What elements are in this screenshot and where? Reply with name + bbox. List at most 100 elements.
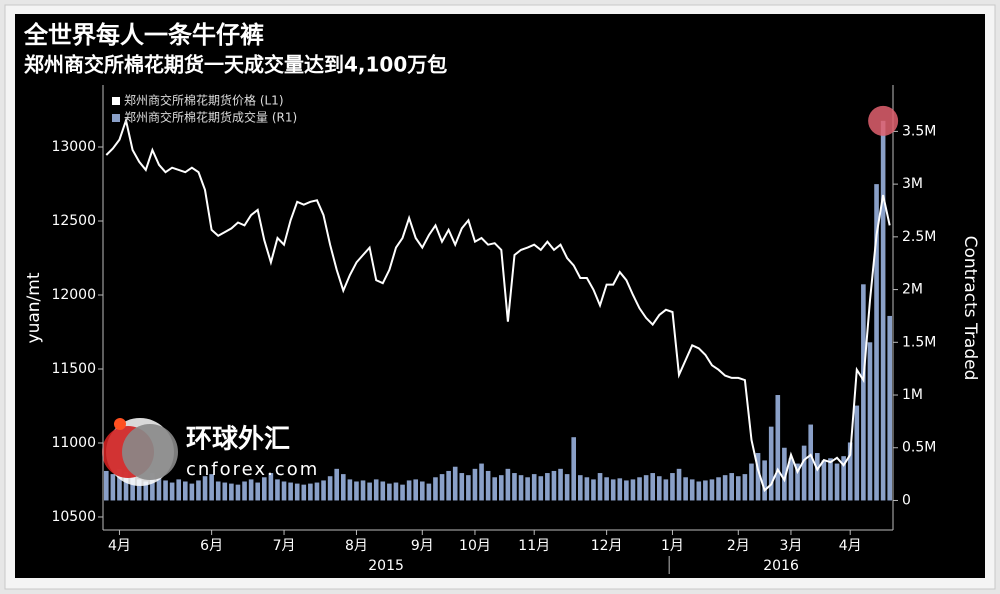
bar bbox=[222, 482, 228, 501]
bar bbox=[261, 477, 267, 501]
bar bbox=[577, 475, 583, 501]
bar bbox=[591, 479, 596, 501]
y2-tick-label: 1.5M bbox=[902, 334, 936, 350]
bar bbox=[235, 484, 241, 501]
chart-subtitle: 郑州商交所棉花期货一天成交量达到4,100万包 bbox=[24, 53, 447, 77]
bar bbox=[103, 470, 109, 501]
bar bbox=[854, 405, 860, 501]
y2-tick-label: 3.5M bbox=[902, 123, 936, 139]
bar bbox=[624, 480, 629, 501]
bar bbox=[584, 477, 590, 501]
bar bbox=[531, 474, 537, 501]
x-tick-label: 12月 bbox=[591, 538, 623, 554]
year-label: 2015 bbox=[368, 558, 404, 574]
bar bbox=[406, 480, 412, 501]
bar bbox=[762, 460, 767, 501]
bar bbox=[117, 468, 122, 501]
bar bbox=[446, 470, 451, 501]
bar bbox=[597, 473, 603, 501]
x-tick-label: 4月 bbox=[108, 538, 131, 554]
watermark: 环球外汇 cnforex.com bbox=[102, 418, 317, 486]
bar bbox=[202, 476, 208, 501]
x-tick-label: 7月 bbox=[273, 538, 296, 554]
bar bbox=[834, 463, 840, 501]
bar bbox=[847, 442, 853, 501]
price-line bbox=[105, 116, 891, 493]
y2-tick-label: 2.5M bbox=[902, 229, 936, 245]
bar bbox=[393, 482, 399, 501]
bar bbox=[512, 473, 517, 501]
legend-swatch bbox=[112, 97, 120, 105]
bar bbox=[558, 468, 563, 501]
legend-label: 郑州商交所棉花期货价格 (L1) bbox=[124, 93, 284, 108]
bar bbox=[373, 479, 379, 501]
bar bbox=[169, 482, 175, 501]
bar bbox=[281, 481, 287, 501]
y2-tick-label: 3M bbox=[902, 176, 923, 192]
bar bbox=[150, 473, 155, 501]
bar bbox=[703, 480, 708, 501]
x-tick-label: 8月 bbox=[345, 538, 368, 554]
bar bbox=[123, 472, 129, 501]
bar bbox=[196, 480, 201, 501]
bar bbox=[861, 284, 866, 501]
x-tick-label: 3月 bbox=[779, 538, 802, 554]
bar bbox=[308, 483, 313, 501]
highlight bbox=[868, 105, 899, 136]
bar bbox=[716, 477, 721, 501]
x-tick-label: 9月 bbox=[411, 538, 434, 554]
bar bbox=[808, 424, 814, 501]
bar bbox=[650, 473, 656, 501]
bar bbox=[610, 479, 616, 501]
bar bbox=[538, 476, 544, 501]
y-tick-label: 11500 bbox=[51, 361, 96, 377]
bar bbox=[413, 479, 419, 501]
bar bbox=[551, 470, 557, 501]
bar bbox=[498, 475, 504, 501]
bar bbox=[689, 479, 695, 501]
bar bbox=[419, 481, 425, 501]
bar bbox=[670, 473, 675, 501]
bar bbox=[801, 445, 807, 501]
bar bbox=[828, 458, 833, 501]
bar bbox=[663, 479, 669, 501]
y2-tick-label: 1M bbox=[902, 387, 923, 403]
bar bbox=[340, 474, 346, 501]
bar bbox=[136, 479, 142, 501]
bar bbox=[564, 474, 570, 501]
bar bbox=[683, 477, 688, 501]
bar bbox=[255, 482, 261, 501]
bar bbox=[433, 477, 438, 501]
bar bbox=[472, 468, 478, 501]
bar bbox=[400, 484, 405, 501]
x-tick-label: 2月 bbox=[727, 538, 750, 554]
bar bbox=[156, 478, 162, 501]
bar bbox=[505, 468, 511, 501]
bar bbox=[788, 458, 794, 501]
logo bbox=[122, 424, 178, 480]
bar bbox=[130, 477, 135, 501]
y-tick-label: 13000 bbox=[51, 139, 96, 155]
bar bbox=[387, 483, 392, 501]
x-tick-label: 6月 bbox=[200, 538, 223, 554]
bar bbox=[143, 481, 149, 501]
bar bbox=[215, 481, 221, 501]
bar bbox=[656, 476, 662, 501]
bar bbox=[722, 475, 728, 501]
bar bbox=[696, 481, 702, 501]
y2-tick-label: 0 bbox=[902, 492, 911, 508]
bar bbox=[768, 426, 774, 501]
bar bbox=[334, 468, 340, 501]
bar bbox=[492, 477, 498, 501]
legend-swatch bbox=[112, 114, 120, 122]
bar bbox=[189, 483, 195, 501]
bar bbox=[268, 473, 274, 501]
bar bbox=[643, 475, 649, 501]
bar bbox=[242, 481, 247, 501]
bar bbox=[617, 478, 623, 501]
bar bbox=[466, 475, 471, 501]
bar bbox=[887, 315, 893, 501]
bar bbox=[321, 480, 326, 501]
bar bbox=[742, 474, 748, 501]
bar bbox=[275, 479, 280, 501]
